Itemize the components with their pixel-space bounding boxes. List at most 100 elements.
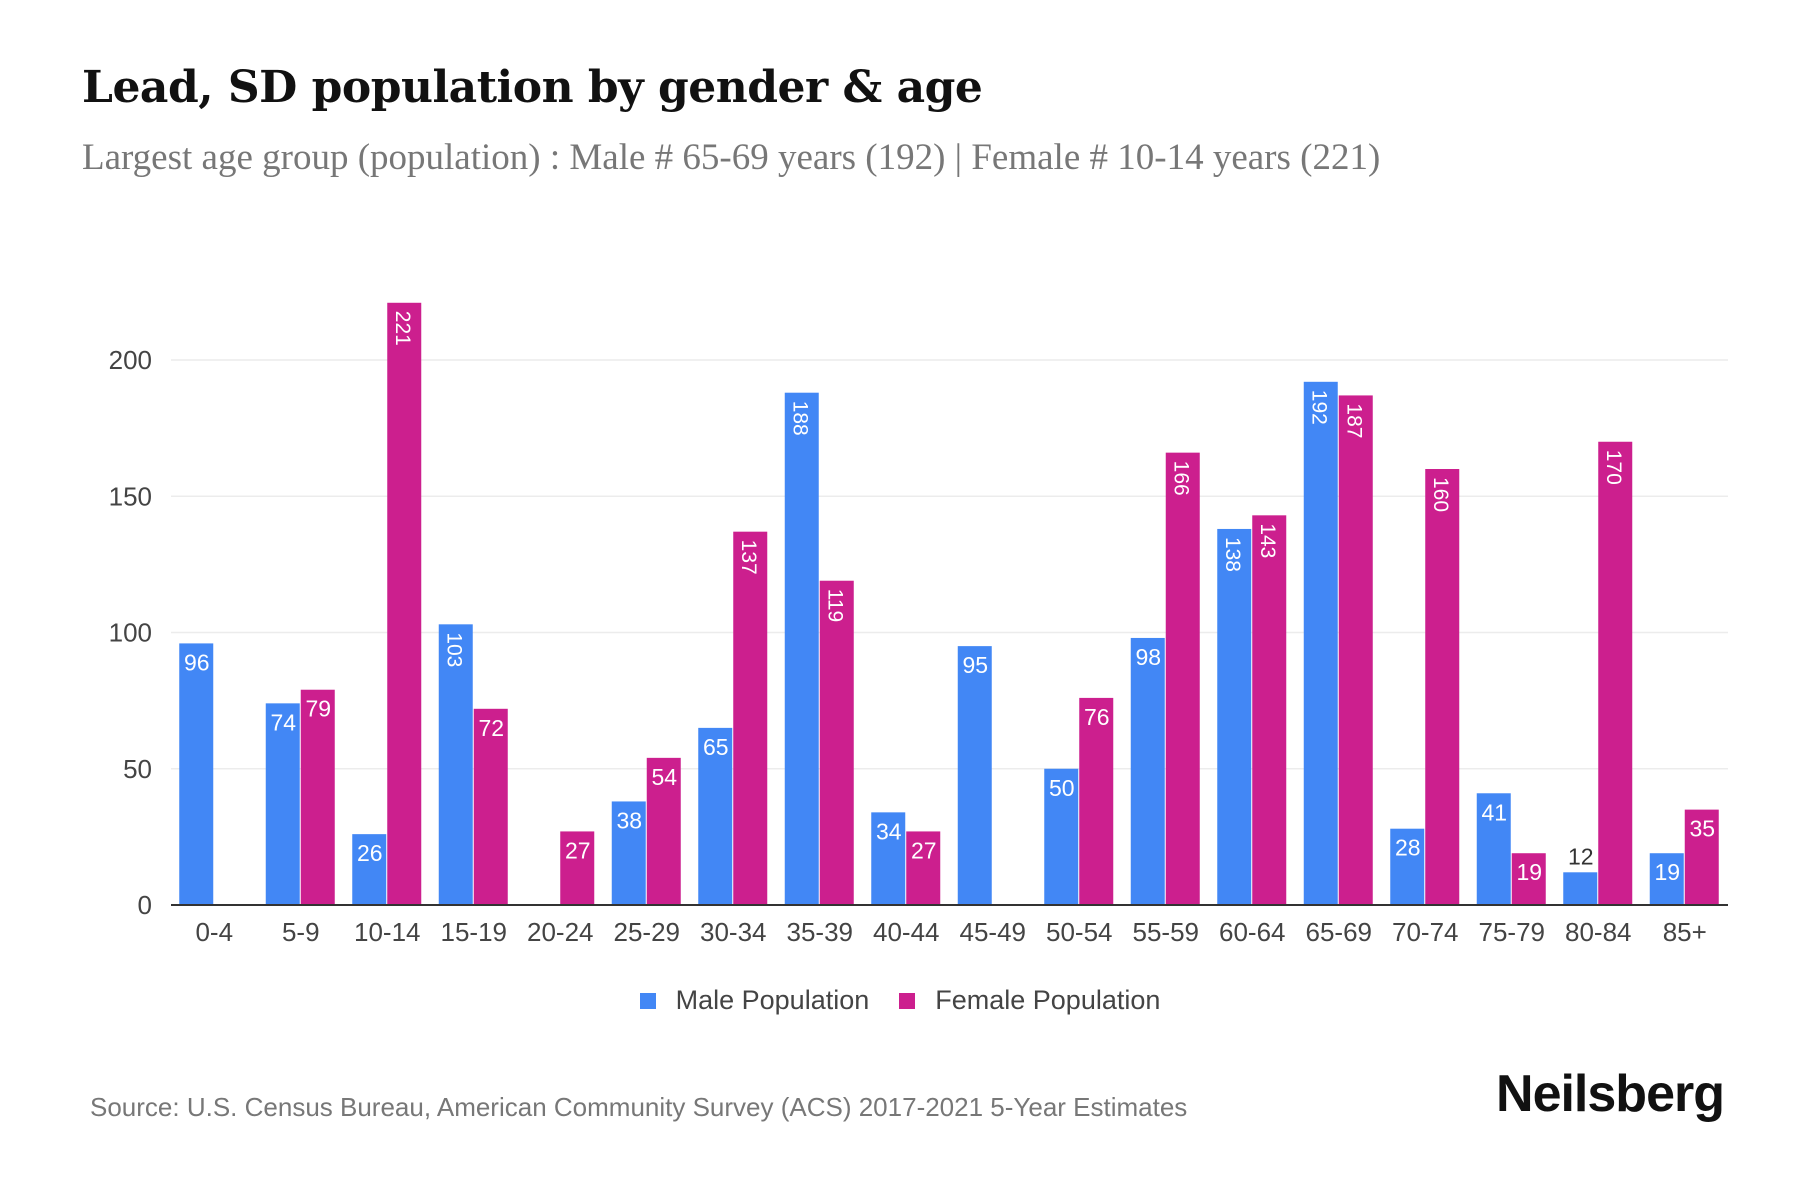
data-label: 95 (962, 652, 988, 678)
data-label: 160 (1429, 477, 1452, 512)
bar-male (1044, 768, 1079, 905)
x-tick-label: 0-4 (195, 917, 233, 947)
data-label: 35 (1689, 816, 1715, 842)
data-label: 27 (565, 837, 591, 863)
bar-male (1390, 828, 1425, 905)
x-tick-label: 55-59 (1133, 917, 1200, 947)
legend-label-male: Male Population (675, 985, 870, 1015)
data-label: 27 (911, 837, 937, 863)
x-tick-label: 10-14 (354, 917, 421, 947)
bar-female (1079, 697, 1114, 905)
y-tick-label: 150 (109, 481, 152, 511)
bar-female (300, 689, 335, 905)
bar-female (560, 831, 595, 905)
data-label: 19 (1516, 859, 1542, 885)
legend-item-male: Male Population (639, 985, 870, 1016)
legend: Male Population Female Population (0, 985, 1800, 1016)
data-label: 119 (823, 589, 846, 622)
data-label: 28 (1395, 835, 1421, 861)
chart-title: Lead, SD population by gender & age (82, 62, 983, 113)
y-tick-label: 200 (109, 345, 152, 375)
bar-female (1425, 469, 1460, 905)
data-label: 72 (478, 715, 504, 741)
x-tick-label: 30-34 (700, 917, 767, 947)
x-tick-label: 50-54 (1046, 917, 1113, 947)
x-tick-label: 35-39 (787, 917, 854, 947)
legend-swatch-female (899, 992, 916, 1009)
bar-female (646, 757, 681, 905)
bar-male (1563, 872, 1598, 905)
y-tick-label: 50 (123, 754, 152, 784)
bar-male (438, 624, 473, 905)
legend-label-female: Female Population (935, 985, 1161, 1015)
data-label: 221 (391, 311, 414, 346)
data-label: 137 (737, 540, 760, 575)
data-label: 187 (1342, 403, 1365, 438)
bar-male (698, 727, 733, 905)
x-tick-label: 85+ (1663, 917, 1707, 947)
data-label: 138 (1221, 537, 1244, 572)
legend-swatch-male (639, 992, 656, 1009)
data-label: 98 (1135, 644, 1161, 670)
data-label: 188 (788, 401, 811, 436)
data-label: 79 (305, 696, 331, 722)
bar-male (1217, 528, 1252, 905)
legend-item-female: Female Population (899, 985, 1160, 1016)
bar-female (1511, 853, 1546, 905)
y-tick-label: 100 (109, 618, 152, 648)
bar-male (957, 646, 992, 905)
bar-female (1338, 395, 1373, 905)
bar-female (387, 302, 422, 905)
data-label: 192 (1307, 390, 1330, 425)
bar-male (784, 392, 819, 905)
bar-male (611, 801, 646, 905)
data-label: 38 (616, 807, 642, 833)
data-label: 12 (1568, 843, 1594, 869)
bar-female (733, 531, 768, 905)
data-label: 143 (1256, 523, 1279, 558)
bar-male (179, 643, 214, 905)
data-label: 96 (184, 649, 210, 675)
x-tick-label: 40-44 (873, 917, 940, 947)
chart-subtitle: Largest age group (population) : Male # … (82, 137, 1381, 178)
x-tick-label: 5-9 (282, 917, 320, 947)
x-tick-label: 80-84 (1565, 917, 1632, 947)
x-tick-label: 15-19 (441, 917, 508, 947)
bar-female (1598, 441, 1633, 905)
bar-male (1130, 637, 1165, 905)
x-tick-label: 75-79 (1479, 917, 1546, 947)
bar-female (1252, 515, 1287, 905)
bar-male (1303, 381, 1338, 905)
bar-male (1476, 793, 1511, 905)
bar-female (819, 580, 854, 905)
x-tick-label: 45-49 (960, 917, 1027, 947)
data-label: 74 (270, 709, 296, 735)
data-label: 50 (1049, 775, 1075, 801)
data-label: 76 (1084, 704, 1110, 730)
x-tick-label: 65-69 (1306, 917, 1373, 947)
bar-female (1684, 809, 1719, 905)
bar-female (906, 831, 941, 905)
data-label: 54 (651, 764, 677, 790)
data-label: 26 (357, 840, 383, 866)
bar-female (1165, 452, 1200, 905)
data-label: 103 (442, 632, 465, 667)
data-label: 65 (703, 734, 729, 760)
data-label: 34 (876, 818, 902, 844)
bar-male (352, 834, 387, 905)
x-tick-label: 20-24 (527, 917, 594, 947)
source-note: Source: U.S. Census Bureau, American Com… (90, 1092, 1188, 1122)
x-tick-label: 60-64 (1219, 917, 1286, 947)
data-label: 170 (1602, 450, 1625, 485)
bar-female (473, 708, 508, 905)
x-tick-label: 25-29 (614, 917, 681, 947)
bar-male (1649, 853, 1684, 905)
bar-male (265, 703, 300, 905)
data-label: 41 (1481, 799, 1507, 825)
data-label: 166 (1169, 461, 1192, 496)
x-tick-label: 70-74 (1392, 917, 1459, 947)
data-label: 19 (1654, 859, 1680, 885)
neilsberg-logo: Neilsberg (1496, 1065, 1725, 1123)
bar-male (871, 812, 906, 905)
bar-chart: 0 50 100 150 200 96 0-4 74 79 5-9 26 221 10-14 103 72 1… (109, 302, 1728, 947)
